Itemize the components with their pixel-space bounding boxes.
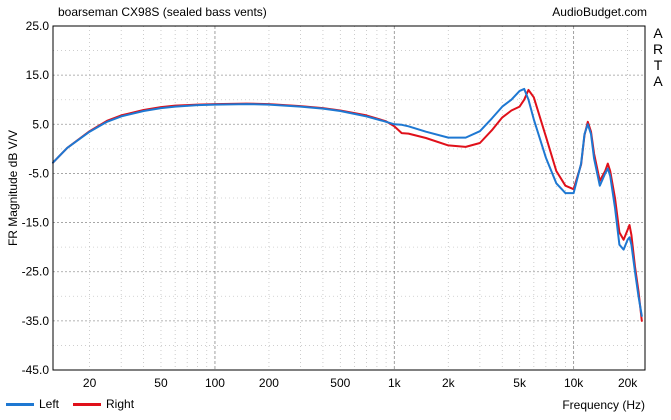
x-tick-label: 20k [618,376,638,390]
arta-letter: A [653,25,663,41]
x-tick-label: 1k [388,376,402,390]
y-tick-label: 25.0 [26,19,50,33]
x-tick-label: 5k [513,376,527,390]
legend-item-left: Left [6,397,59,411]
arta-letter: T [653,57,663,73]
x-tick-labels: 20 50 100 200 500 1k 2k 5k 10k 20k [83,376,638,390]
y-tick-label: 5.0 [32,117,49,131]
y-tick-label: -45.0 [22,363,50,377]
x-tick-label: 50 [154,376,168,390]
x-tick-label: 20 [83,376,97,390]
y-tick-labels: 25.0 15.0 5.0 -5.0 -15.0 -25.0 -35.0 -45.0 [22,19,50,377]
y-tick-label: -5.0 [28,166,49,180]
legend-swatch-left [6,402,34,406]
x-tick-label: 10k [564,376,584,390]
legend-label-right: Right [106,397,135,411]
y-tick-label: -25.0 [22,265,50,279]
legend-item-right: Right [73,397,134,411]
site-label: AudioBudget.com [552,5,647,19]
series-lines [52,87,643,322]
y-tick-label: -35.0 [22,314,50,328]
series-line-left [52,87,643,317]
x-tick-label: 200 [259,376,279,390]
chart-title: boarseman CX98S (sealed bass vents) [58,5,267,19]
arta-letter: A [653,73,663,89]
arta-letter: R [652,41,664,57]
grid [53,25,645,371]
x-tick-label: 2k [442,376,456,390]
legend-swatch-right [73,402,102,406]
y-tick-label: -15.0 [22,216,50,230]
legend: Left Right [6,397,148,411]
x-tick-label: 100 [205,376,225,390]
x-tick-label: 500 [330,376,350,390]
legend-label-left: Left [39,397,60,411]
y-tick-label: 15.0 [26,68,50,82]
x-axis-label: Frequency (Hz) [562,398,645,412]
plot-frame [52,25,646,371]
